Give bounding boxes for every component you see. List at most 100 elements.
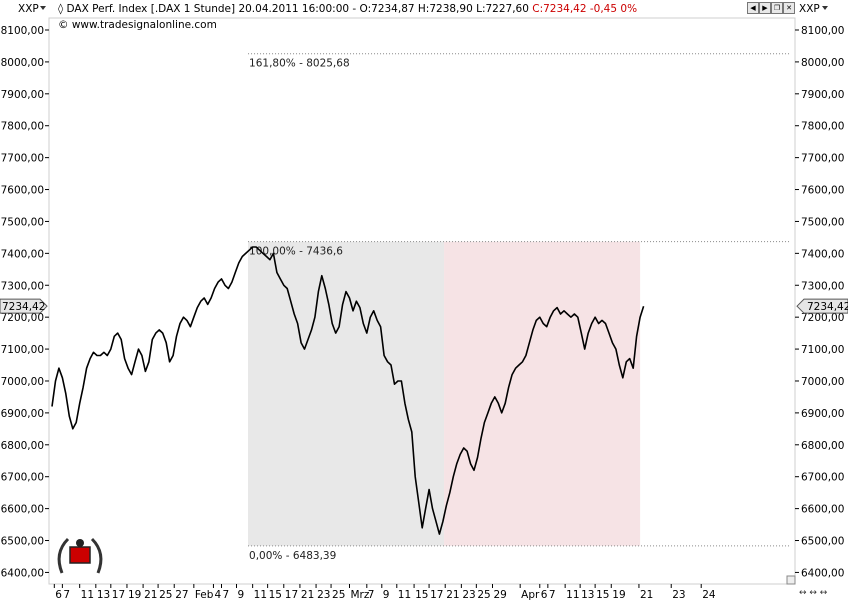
x-tick-label: 11 [566, 589, 579, 601]
last-price-label-right: 7234,42 [807, 301, 848, 313]
y-axis-left: 6400,00 6500,00 6600,00 6700,00 6800,00 6900,… [1, 25, 49, 579]
x-tick-label: 13 [581, 589, 594, 601]
scale-label-left: XXP [18, 3, 39, 15]
x-tick-label: 7 [63, 589, 70, 601]
x-tick-label: 15 [415, 589, 428, 601]
x-tick-label: 9 [238, 589, 245, 601]
y-tick-label: 8000,00 [1, 57, 44, 69]
y-tick-label: 6800,00 [1, 440, 44, 452]
x-tick-label: 21 [144, 589, 157, 601]
y-tick-label: 7500,00 [1, 216, 44, 228]
x-tick-label: 21 [301, 589, 314, 601]
x-tick-label: 21 [446, 589, 459, 601]
y-tick-label: 7500,00 [801, 216, 844, 228]
x-tick-label: 23 [462, 589, 475, 601]
y-tick-label: 7100,00 [801, 344, 844, 356]
y-tick-label: 7200,00 [1, 312, 44, 324]
scale-dropdown-right[interactable] [822, 6, 828, 10]
x-tick-label: 17 [112, 589, 125, 601]
y-tick-label: 8000,00 [801, 57, 844, 69]
last-price-tag-left [0, 298, 48, 314]
y-tick-label: 7000,00 [801, 376, 844, 388]
y-tick-label: 6800,00 [801, 440, 844, 452]
y-tick-label: 7600,00 [1, 185, 44, 197]
last-price-label-left: 7234,42 [2, 301, 45, 313]
x-tick-label: 4 [214, 589, 221, 601]
x-tick-label: 27 [175, 589, 188, 601]
y-tick-label: 6700,00 [1, 472, 44, 484]
x-tick-label: 11 [81, 589, 94, 601]
fib-level-label: 0,00% - 6483,39 [249, 550, 336, 562]
x-tick-label: 7 [368, 589, 375, 601]
copyright: © www.tradesignalonline.com [58, 19, 217, 31]
fib-grey-zone [248, 241, 445, 546]
x-tick-label: 25 [477, 589, 490, 601]
x-tick-label: 7 [223, 589, 230, 601]
y-tick-label: 7100,00 [1, 344, 44, 356]
x-tick-label: 19 [612, 589, 625, 601]
chart-title: DAX Perf. Index [.DAX 1 Stunde] 20.04.20… [66, 3, 529, 15]
y-tick-label: 7400,00 [801, 248, 844, 260]
y-tick-label: 7000,00 [1, 376, 44, 388]
plot-frame [48, 17, 796, 585]
x-tick-label: 21 [640, 589, 653, 601]
y-tick-label: 7300,00 [801, 280, 844, 292]
x-tick-label: 29 [493, 589, 506, 601]
x-tick-label: 13 [97, 589, 110, 601]
chart-icon: ◊ [58, 3, 67, 15]
fib-level-label: 161,80% - 8025,68 [249, 58, 350, 70]
x-tick-label: 17 [285, 589, 298, 601]
fib-lines: 161,80% - 8025,68 100,00% - 7436,6 0,00% -… [248, 53, 790, 562]
y-tick-label: 7800,00 [1, 121, 44, 133]
x-tick-label: 19 [128, 589, 141, 601]
logo [57, 537, 103, 574]
y-axis-right: 6400,00 6500,00 6600,00 6700,00 6800,00 6900,… [795, 25, 844, 579]
close-button[interactable]: ✕ [783, 2, 795, 14]
y-tick-label: 7200,00 [801, 312, 844, 324]
x-tick-label: 15 [596, 589, 609, 601]
x-tick-label: 24 [702, 589, 716, 601]
y-tick-label: 8100,00 [801, 25, 844, 37]
y-tick-label: 6400,00 [1, 567, 44, 579]
x-tick-label: 11 [398, 589, 411, 601]
y-tick-label: 6400,00 [801, 567, 844, 579]
y-tick-label: 7700,00 [1, 153, 44, 165]
y-tick-label: 7600,00 [801, 185, 844, 197]
x-tick-label: 7 [549, 589, 556, 601]
y-tick-label: 7800,00 [801, 121, 844, 133]
scroll-right-button[interactable]: ▶ [759, 2, 771, 14]
y-tick-label: 7300,00 [1, 280, 44, 292]
resize-handle[interactable] [786, 575, 796, 585]
fib-level-label: 100,00% - 7436,6 [249, 246, 343, 258]
x-tick-label: 15 [269, 589, 282, 601]
x-tick-label: Mrz [351, 589, 370, 601]
last-price-tag-right [796, 298, 848, 314]
y-tick-label: 7900,00 [1, 89, 44, 101]
scale-label-right: XXP [799, 3, 820, 15]
x-tick-label: 25 [332, 589, 345, 601]
y-tick-label: 6900,00 [801, 408, 844, 420]
x-tick-label: 6 [55, 589, 62, 601]
chart-header: ◊ DAX Perf. Index [.DAX 1 Stunde] 20.04.… [58, 3, 637, 15]
scroll-left-button[interactable]: ◀ [747, 2, 759, 14]
scale-dropdown-left[interactable] [40, 6, 46, 10]
x-tick-label: 17 [430, 589, 443, 601]
restore-button[interactable]: ❐ [771, 2, 783, 14]
x-tick-label: 9 [383, 589, 390, 601]
y-tick-label: 6600,00 [801, 504, 844, 516]
price-series [51, 246, 645, 535]
close-change: C:7234,42 -0,45 0% [532, 3, 638, 15]
last-price-tags: 7234,42 7234,42 [0, 298, 848, 314]
nav-arrows-right[interactable]: ↔ ↔ ↔ [799, 588, 828, 598]
fib-pink-zone [444, 241, 641, 546]
y-tick-label: 7700,00 [801, 153, 844, 165]
y-tick-label: 6600,00 [1, 504, 44, 516]
x-tick-label: 25 [159, 589, 172, 601]
price-line [51, 246, 645, 535]
y-tick-label: 8100,00 [1, 25, 44, 37]
x-tick-label: 23 [672, 589, 685, 601]
y-tick-label: 7400,00 [1, 248, 44, 260]
y-tick-label: 6500,00 [801, 536, 844, 548]
x-tick-label: 11 [254, 589, 267, 601]
